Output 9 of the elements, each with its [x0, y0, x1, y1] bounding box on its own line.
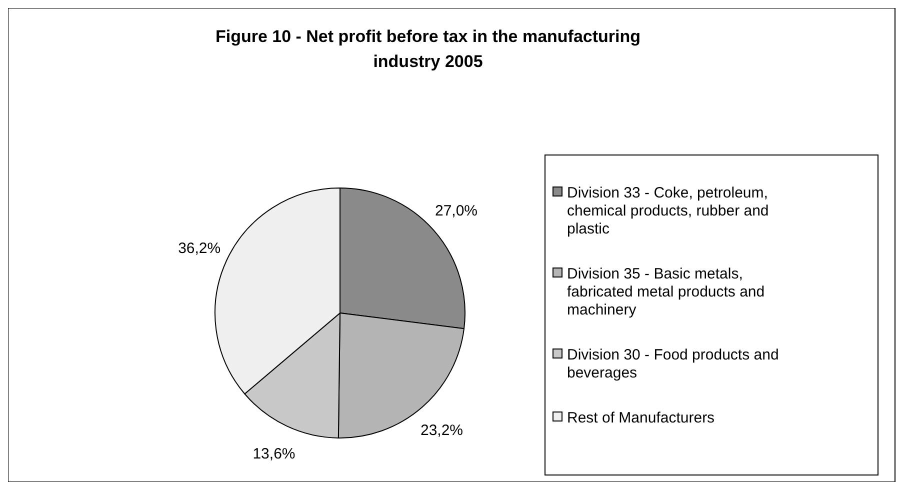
data-label: 27,0%	[434, 202, 478, 220]
data-label: 13,6%	[252, 446, 296, 462]
data-label: 36,2%	[178, 240, 221, 258]
legend-label: Division 33 - Coke, petroleum, chemical products, rubber and plastic	[567, 184, 769, 238]
legend-label: Division 30 - Food products and beverages	[567, 346, 779, 382]
legend-label: Division 35 - Basic metals, fabricated metal products and machinery	[567, 265, 765, 318]
chart-title: Figure 10 - Net profit before tax in the manufacturing industry 2005	[215, 27, 641, 71]
legend-label: Rest of Manufacturers	[567, 409, 715, 426]
data-label: 23,2%	[420, 422, 464, 440]
